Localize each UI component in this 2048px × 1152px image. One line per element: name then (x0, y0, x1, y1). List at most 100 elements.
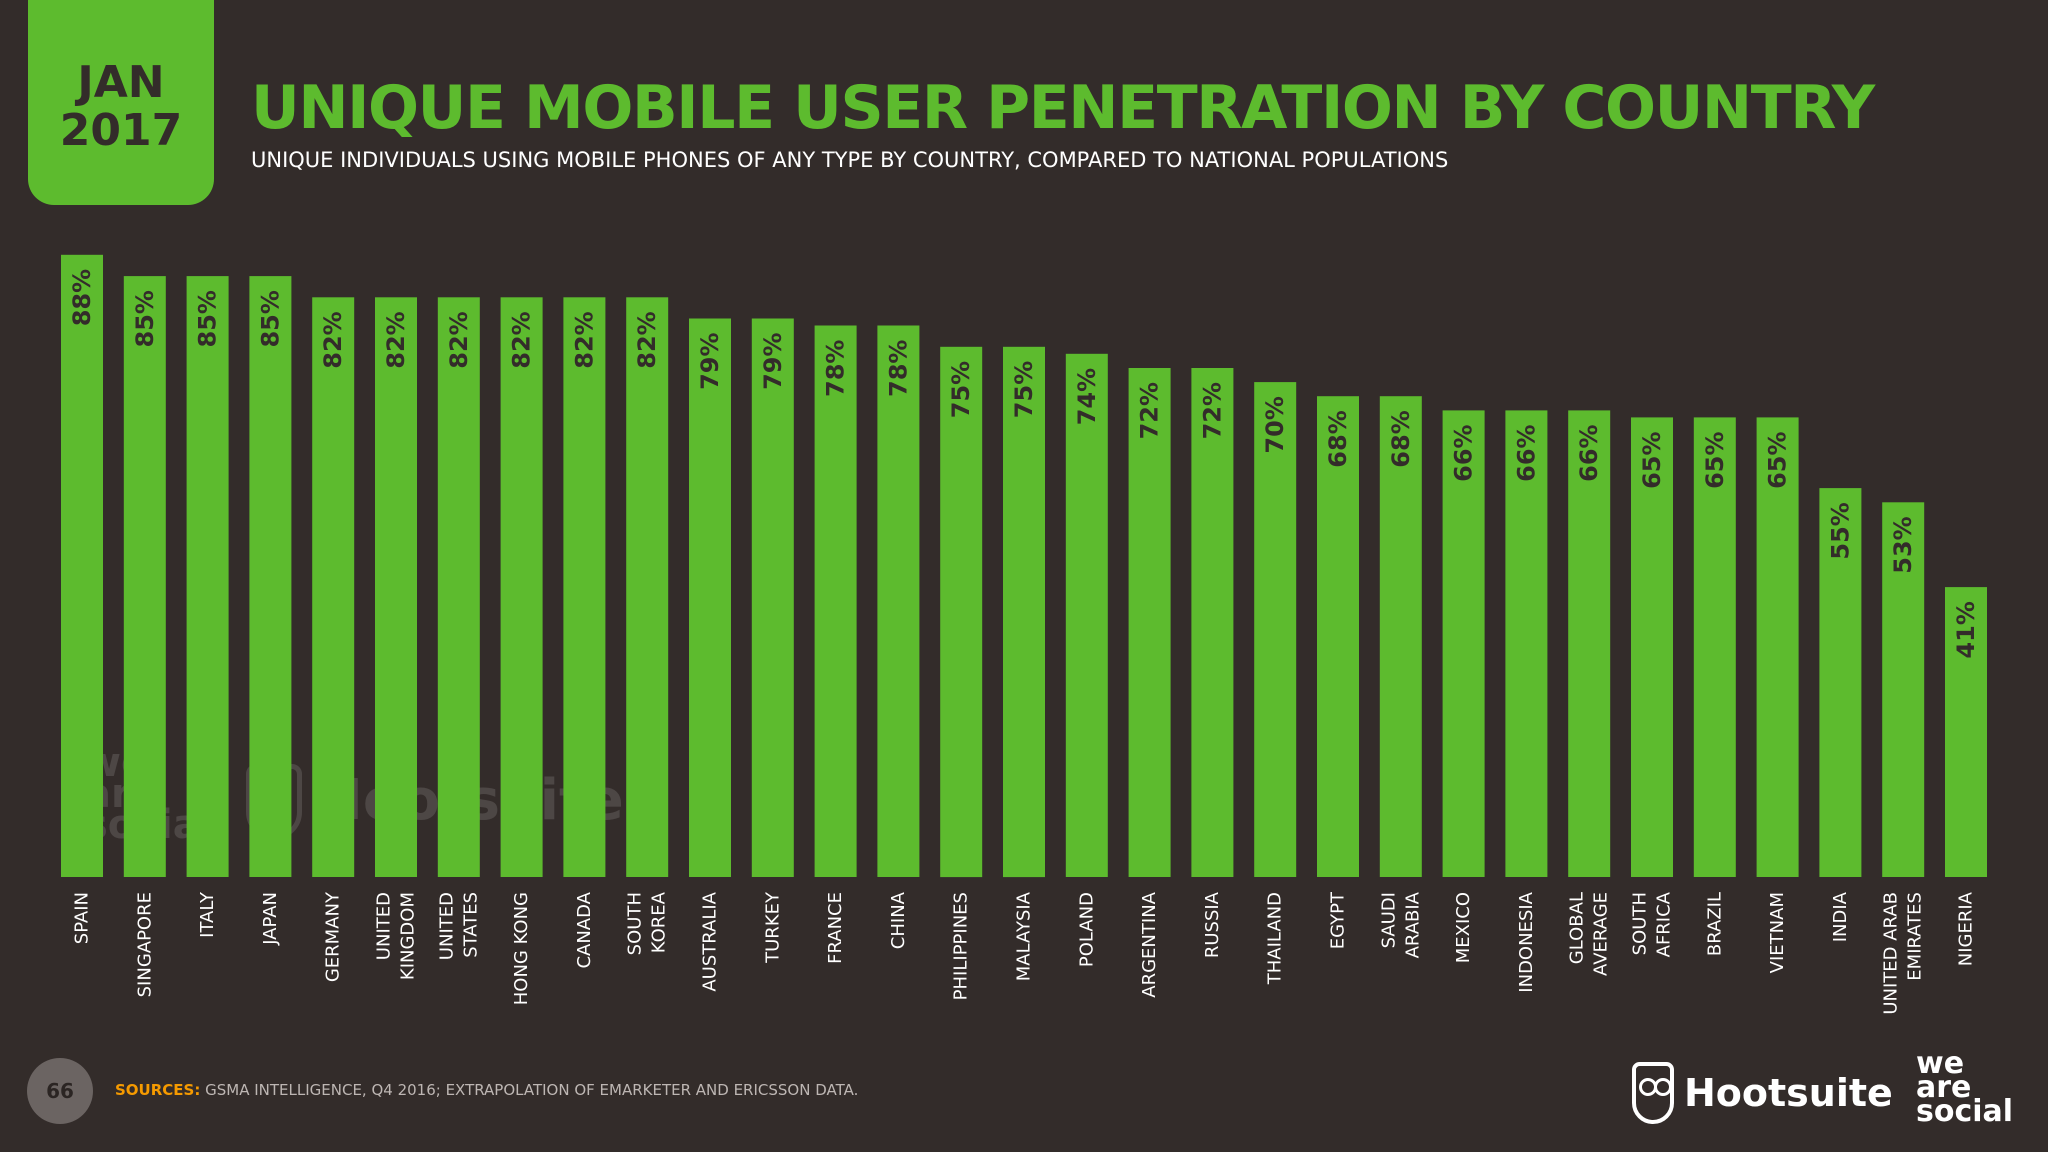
bar-value-label: 72% (1136, 382, 1164, 439)
bar-value-label: 78% (822, 340, 850, 397)
bar-value-label: 75% (947, 361, 975, 418)
bar-egypt (1317, 396, 1359, 877)
category-label: EMIRATES (1905, 892, 1926, 981)
hootsuite-logo: Hootsuite (1632, 1062, 1893, 1124)
bar-india (1819, 488, 1862, 877)
category-label: AVERAGE (1591, 892, 1612, 976)
bar-vietnam (1756, 417, 1799, 877)
bar-mexico (1442, 410, 1485, 877)
bar-france (814, 325, 857, 877)
date-badge: JAN 2017 (28, 0, 214, 205)
page-subtitle: UNIQUE INDIVIDUALS USING MOBILE PHONES O… (251, 148, 1449, 172)
bar-china (877, 325, 920, 877)
bar-united-arab-emirates (1882, 502, 1925, 877)
bar-australia (689, 318, 731, 877)
bar-philippines (940, 346, 983, 878)
wearesocial-logo: we are social (1916, 1046, 2014, 1129)
bar-united-states (437, 297, 480, 877)
category-label: GERMANY (323, 891, 344, 982)
bar-saudi-arabia (1379, 396, 1422, 877)
bar-value-label: 85% (194, 290, 222, 347)
bar-value-label: 75% (1010, 361, 1038, 418)
bar-value-label: 85% (131, 290, 159, 347)
bar-germany (312, 297, 355, 877)
category-label: JAPAN (260, 892, 281, 946)
category-label: INDONESIA (1516, 891, 1537, 992)
category-label: ARABIA (1402, 891, 1423, 958)
bar-value-label: 53% (1889, 516, 1917, 573)
category-label: UNITED (436, 892, 457, 960)
bar-value-label: 82% (633, 311, 661, 368)
category-label: FRANCE (825, 892, 846, 964)
category-label: SINGAPORE (134, 892, 155, 997)
owl-icon (1632, 1062, 1674, 1124)
bar-global-average (1568, 410, 1611, 877)
bar-value-label: 78% (884, 340, 912, 397)
category-label: ITALY (197, 891, 218, 938)
bar-singapore (123, 276, 166, 878)
category-label: CANADA (574, 891, 595, 968)
category-label: ARGENTINA (1139, 891, 1160, 997)
bar-value-label: 66% (1512, 424, 1540, 481)
page-title: UNIQUE MOBILE USER PENETRATION BY COUNTR… (251, 73, 1875, 143)
category-label: KINGDOM (398, 892, 419, 980)
bar-japan (249, 276, 292, 878)
bar-poland (1065, 353, 1108, 877)
bar-thailand (1254, 382, 1297, 877)
sources-note: SOURCES: GSMA INTELLIGENCE, Q4 2016; EXT… (115, 1081, 858, 1099)
category-label: EGYPT (1328, 891, 1349, 949)
page-number: 66 (27, 1058, 93, 1124)
bar-value-label: 66% (1575, 424, 1603, 481)
category-label: VIETNAM (1767, 892, 1788, 973)
bar-value-label: 82% (319, 311, 347, 368)
category-label: STATES (460, 892, 481, 958)
bar-value-label: 65% (1638, 431, 1666, 488)
category-label: NIGERIA (1956, 891, 1977, 966)
category-label: UNITED ARAB (1881, 892, 1902, 1015)
category-label: RUSSIA (1202, 891, 1223, 958)
category-label: AUSTRALIA (700, 891, 721, 991)
category-label: CHINA (888, 891, 909, 949)
bar-value-label: 82% (382, 311, 410, 368)
bar-value-label: 79% (696, 332, 724, 389)
category-label: INDIA (1830, 891, 1851, 942)
bar-south-korea (626, 297, 669, 877)
bar-value-label: 88% (68, 269, 96, 326)
bar-value-label: 65% (1764, 431, 1792, 488)
category-label: BRAZIL (1704, 892, 1725, 956)
category-label: MALAYSIA (1014, 891, 1035, 981)
bar-hong-kong (500, 297, 543, 877)
bar-united-kingdom (375, 297, 417, 877)
bar-nigeria (1945, 587, 1987, 877)
bar-value-label: 66% (1450, 424, 1478, 481)
category-label: KOREA (649, 891, 670, 953)
category-label: TURKEY (762, 891, 783, 964)
bar-value-label: 68% (1324, 410, 1352, 467)
bar-value-label: 65% (1701, 431, 1729, 488)
bar-value-label: 72% (1198, 382, 1226, 439)
category-label: PHILIPPINES (951, 892, 972, 1000)
bar-value-label: 70% (1261, 396, 1289, 453)
date-month: JAN (77, 56, 165, 108)
bar-canada (563, 297, 606, 877)
category-label: HONG KONG (511, 892, 532, 1005)
bar-value-label: 41% (1952, 601, 1980, 658)
category-label: SAUDI (1378, 892, 1399, 948)
category-label: GLOBAL (1567, 892, 1588, 964)
bar-argentina (1128, 368, 1171, 877)
category-label: SPAIN (72, 892, 93, 944)
sources-label: SOURCES: (115, 1081, 201, 1099)
bar-spain (61, 254, 103, 878)
bar-value-label: 55% (1826, 502, 1854, 559)
category-label: AFRICA (1654, 891, 1675, 957)
category-label: SOUTH (625, 892, 646, 955)
bar-value-label: 68% (1387, 410, 1415, 467)
hootsuite-logo-text: Hootsuite (1684, 1071, 1893, 1115)
bar-value-label: 74% (1073, 368, 1101, 425)
category-label: SOUTH (1630, 892, 1651, 955)
category-label: UNITED (374, 892, 395, 960)
date-year: 2017 (59, 104, 183, 156)
bar-brazil (1693, 417, 1736, 877)
bar-value-label: 82% (445, 311, 473, 368)
